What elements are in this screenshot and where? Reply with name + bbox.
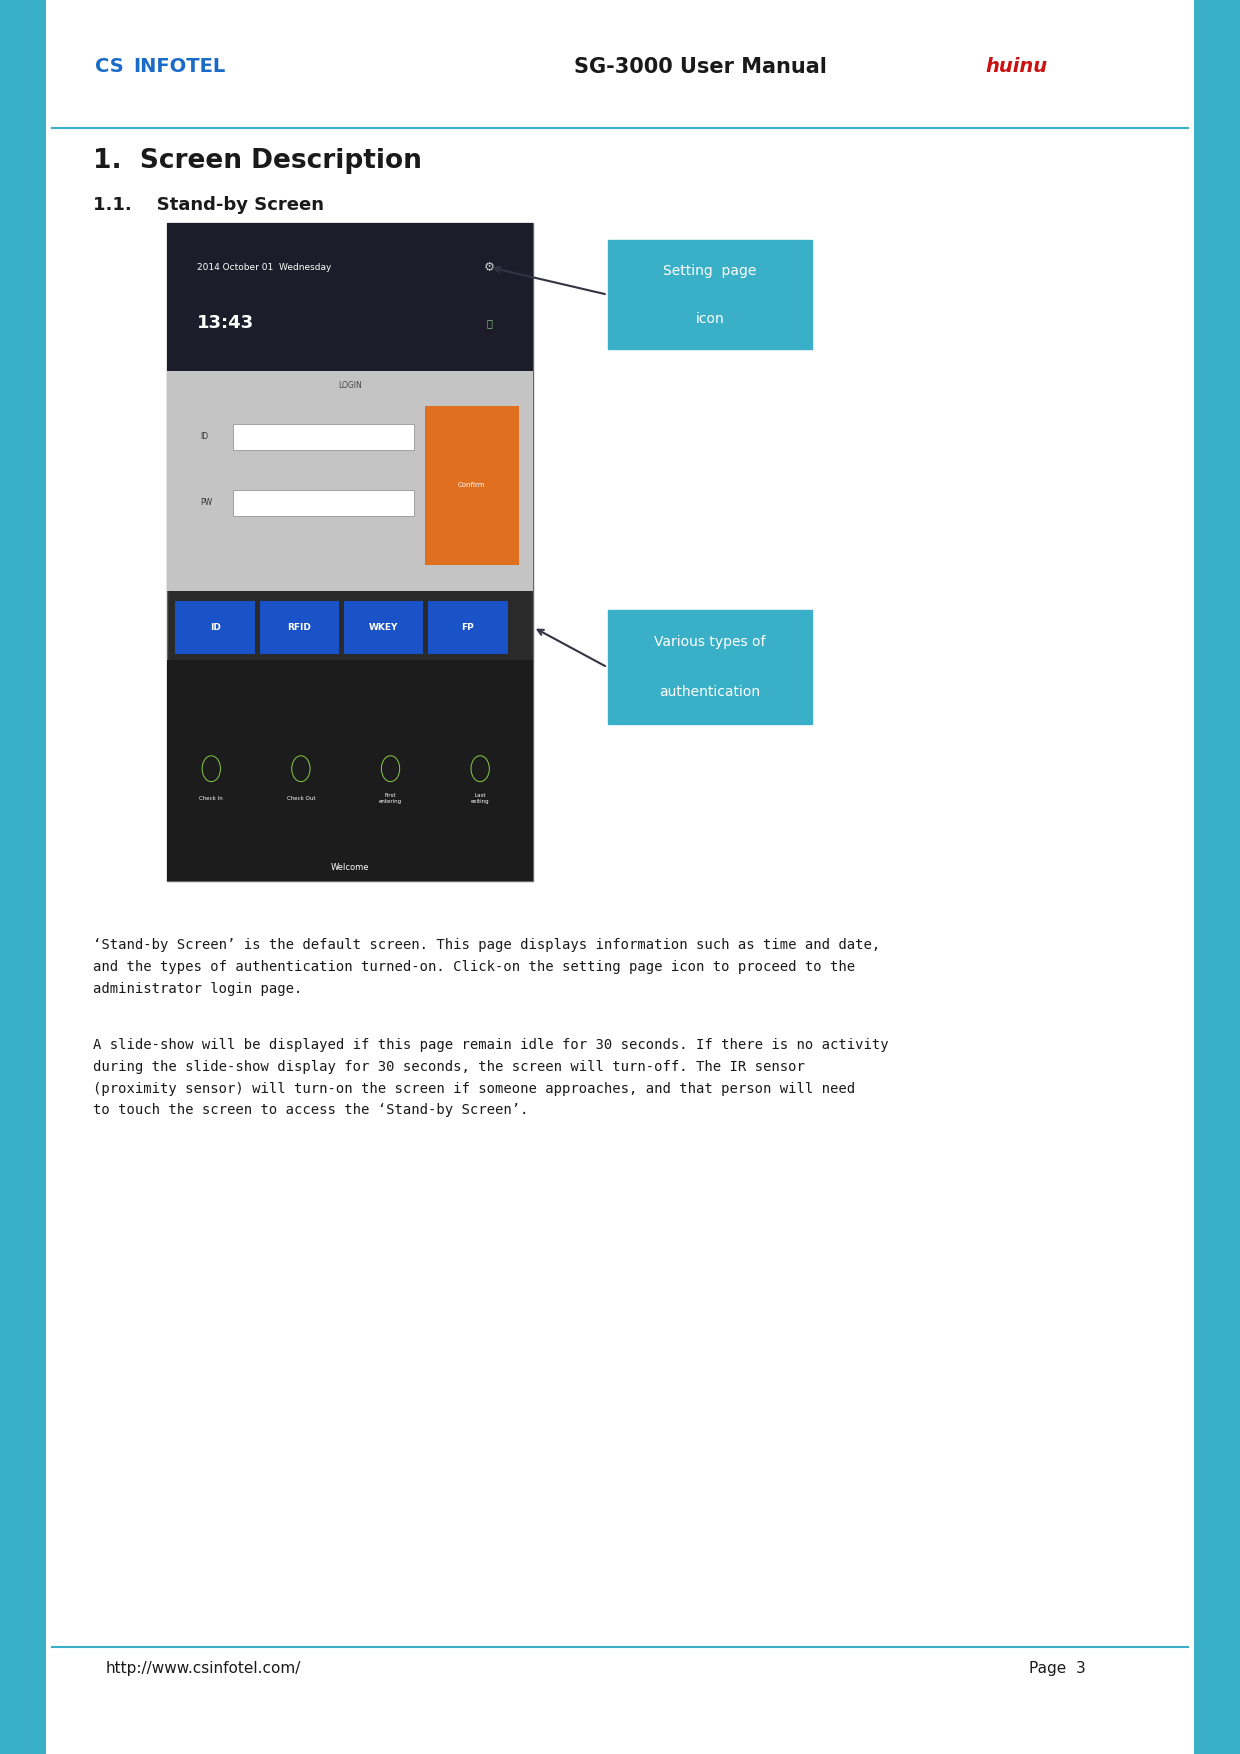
Text: SG-3000 User Manual: SG-3000 User Manual	[574, 56, 827, 77]
Text: INFOTEL: INFOTEL	[134, 58, 226, 75]
Bar	[167, 223, 533, 881]
Text: http://www.csinfotel.com/: http://www.csinfotel.com/	[105, 1661, 301, 1675]
Text: 1.1.    Stand-by Screen: 1.1. Stand-by Screen	[93, 196, 324, 214]
Text: FP: FP	[461, 623, 474, 631]
Text: ID: ID	[201, 431, 208, 442]
Text: huinu: huinu	[986, 58, 1048, 75]
Text: 1.  Screen Description: 1. Screen Description	[93, 149, 422, 174]
Text: 2014 October 01  Wednesday: 2014 October 01 Wednesday	[197, 263, 331, 272]
Bar	[167, 223, 533, 370]
Bar	[608, 610, 812, 724]
Text: Welcome: Welcome	[331, 863, 370, 872]
Bar	[425, 405, 518, 565]
Bar	[167, 660, 533, 881]
Bar	[428, 602, 507, 654]
Text: A slide-show will be displayed if this page remain idle for 30 seconds. If there: A slide-show will be displayed if this p…	[93, 1038, 889, 1117]
Text: CS: CS	[95, 58, 124, 75]
Bar	[233, 489, 414, 516]
Text: ‘Stand-by Screen’ is the default screen. This page displays information such as : ‘Stand-by Screen’ is the default screen.…	[93, 938, 880, 996]
Text: Confirm: Confirm	[458, 482, 486, 488]
Bar	[343, 602, 423, 654]
Text: Check Out: Check Out	[286, 796, 315, 802]
Text: 🔗: 🔗	[486, 319, 492, 328]
Text: First
entering: First entering	[379, 793, 402, 803]
Text: WKEY: WKEY	[370, 623, 398, 631]
Bar	[1194, 0, 1240, 1754]
Bar	[233, 424, 414, 451]
Text: Various types of: Various types of	[655, 635, 765, 649]
Text: Page  3: Page 3	[1029, 1661, 1086, 1675]
Text: ID: ID	[210, 623, 221, 631]
Bar	[0, 0, 46, 1754]
Text: 13:43: 13:43	[197, 314, 254, 333]
Text: RFID: RFID	[288, 623, 311, 631]
Text: authentication: authentication	[660, 686, 760, 700]
Text: ⚙: ⚙	[484, 261, 495, 274]
Text: PW: PW	[201, 498, 212, 507]
Bar	[608, 240, 812, 349]
Text: Last
exiting: Last exiting	[471, 793, 490, 803]
Text: icon: icon	[696, 312, 724, 326]
Text: Setting  page: Setting page	[663, 263, 756, 277]
Text: Check In: Check In	[200, 796, 223, 802]
Bar	[167, 370, 533, 591]
Text: LOGIN: LOGIN	[339, 381, 362, 389]
Bar	[259, 602, 340, 654]
Bar	[175, 602, 255, 654]
